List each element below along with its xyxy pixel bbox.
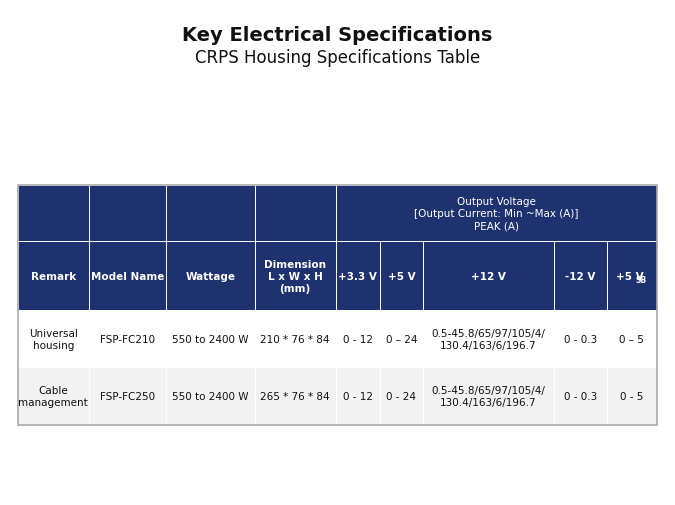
Bar (554, 310, 607, 368)
Bar (379, 310, 423, 368)
Text: 265 * 76 * 84: 265 * 76 * 84 (261, 391, 330, 401)
Text: 0.5-45.8/65/97/105/4/
130.4/163/6/196.7: 0.5-45.8/65/97/105/4/ 130.4/163/6/196.7 (432, 385, 545, 408)
Bar (554, 242, 607, 310)
Text: 550 to 2400 W: 550 to 2400 W (172, 391, 248, 401)
Text: Remark: Remark (30, 271, 76, 281)
Text: SB: SB (635, 276, 647, 284)
Text: +5 V: +5 V (387, 271, 415, 281)
Text: Output Voltage
[Output Current: Min ~Max (A)]
PEAK (A): Output Voltage [Output Current: Min ~Max… (414, 197, 578, 231)
Bar (423, 368, 554, 425)
Bar (335, 310, 379, 368)
Text: 210 * 76 * 84: 210 * 76 * 84 (261, 334, 330, 344)
Text: 550 to 2400 W: 550 to 2400 W (172, 334, 248, 344)
Bar (607, 310, 657, 368)
Bar (607, 368, 657, 425)
Bar (335, 242, 379, 310)
Text: Universal
housing: Universal housing (29, 328, 78, 350)
Bar (18, 310, 88, 368)
Bar (607, 242, 657, 310)
Text: CRPS Housing Specifications Table: CRPS Housing Specifications Table (195, 49, 480, 67)
Text: 0 - 5: 0 - 5 (620, 391, 644, 401)
Text: FSP-FC250: FSP-FC250 (100, 391, 155, 401)
Bar (335, 186, 657, 242)
Text: +3.3 V: +3.3 V (338, 271, 377, 281)
Text: Key Electrical Specifications: Key Electrical Specifications (182, 26, 493, 45)
Bar (18, 186, 88, 242)
Bar (254, 310, 335, 368)
Text: 0 – 24: 0 – 24 (385, 334, 417, 344)
Bar (166, 242, 254, 310)
Text: +5 V: +5 V (616, 271, 644, 281)
Bar (254, 242, 335, 310)
Bar (335, 368, 379, 425)
Text: 0 - 12: 0 - 12 (343, 334, 373, 344)
Text: Model Name: Model Name (90, 271, 164, 281)
Text: 0 – 5: 0 – 5 (620, 334, 645, 344)
Bar (254, 368, 335, 425)
Bar (88, 310, 166, 368)
Bar (554, 368, 607, 425)
Text: 0 - 0.3: 0 - 0.3 (564, 334, 597, 344)
Text: 0.5-45.8/65/97/105/4/
130.4/163/6/196.7: 0.5-45.8/65/97/105/4/ 130.4/163/6/196.7 (432, 328, 545, 350)
Bar (88, 368, 166, 425)
Text: 0 - 12: 0 - 12 (343, 391, 373, 401)
Bar (423, 310, 554, 368)
Bar (166, 368, 254, 425)
Bar (166, 186, 254, 242)
Bar (379, 368, 423, 425)
Text: Wattage: Wattage (186, 271, 236, 281)
Text: 0 - 0.3: 0 - 0.3 (564, 391, 597, 401)
Text: 0 - 24: 0 - 24 (386, 391, 416, 401)
Bar (88, 186, 166, 242)
Bar (254, 186, 335, 242)
Text: FSP-FC210: FSP-FC210 (100, 334, 155, 344)
Text: -12 V: -12 V (565, 271, 595, 281)
Bar (423, 242, 554, 310)
Bar (88, 242, 166, 310)
Text: +12 V: +12 V (471, 271, 506, 281)
Text: Cable
management: Cable management (18, 385, 88, 408)
Bar (379, 242, 423, 310)
Text: Dimension
L x W x H
(mm): Dimension L x W x H (mm) (264, 259, 326, 293)
Bar (18, 368, 88, 425)
Bar (18, 186, 657, 425)
Bar (18, 242, 88, 310)
Bar (166, 310, 254, 368)
